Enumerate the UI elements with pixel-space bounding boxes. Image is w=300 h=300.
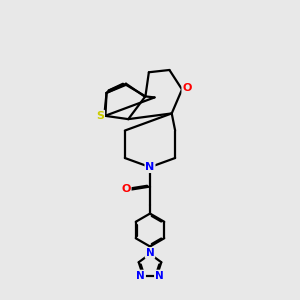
Text: N: N (146, 162, 154, 172)
Text: N: N (136, 271, 145, 281)
Text: O: O (121, 184, 131, 194)
Text: S: S (96, 111, 104, 121)
Text: O: O (182, 83, 192, 93)
Text: N: N (155, 271, 164, 281)
Text: N: N (146, 248, 154, 258)
